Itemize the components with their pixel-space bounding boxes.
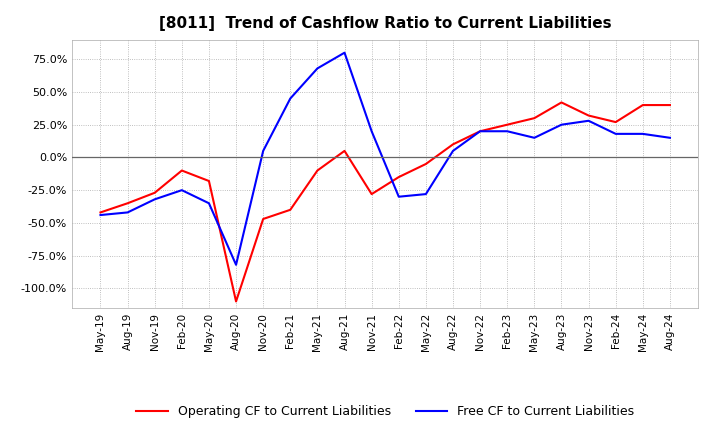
Operating CF to Current Liabilities [530, 116, 539, 121]
Free CF to Current Liabilities [259, 148, 268, 154]
Free CF to Current Liabilities [476, 128, 485, 134]
Operating CF to Current Liabilities [123, 201, 132, 206]
Operating CF to Current Liabilities [204, 178, 213, 183]
Operating CF to Current Liabilities [611, 119, 620, 125]
Operating CF to Current Liabilities [476, 128, 485, 134]
Free CF to Current Liabilities [503, 128, 511, 134]
Operating CF to Current Liabilities [313, 168, 322, 173]
Operating CF to Current Liabilities [232, 299, 240, 304]
Operating CF to Current Liabilities [557, 100, 566, 105]
Operating CF to Current Liabilities [503, 122, 511, 127]
Legend: Operating CF to Current Liabilities, Free CF to Current Liabilities: Operating CF to Current Liabilities, Fre… [131, 400, 639, 423]
Free CF to Current Liabilities [123, 210, 132, 215]
Free CF to Current Liabilities [313, 66, 322, 71]
Free CF to Current Liabilities [611, 131, 620, 136]
Free CF to Current Liabilities [96, 213, 105, 218]
Free CF to Current Liabilities [150, 197, 159, 202]
Free CF to Current Liabilities [286, 96, 294, 101]
Free CF to Current Liabilities [232, 262, 240, 268]
Operating CF to Current Liabilities [367, 191, 376, 197]
Operating CF to Current Liabilities [286, 207, 294, 213]
Title: [8011]  Trend of Cashflow Ratio to Current Liabilities: [8011] Trend of Cashflow Ratio to Curren… [159, 16, 611, 32]
Free CF to Current Liabilities [178, 187, 186, 193]
Operating CF to Current Liabilities [395, 174, 403, 180]
Free CF to Current Liabilities [204, 201, 213, 206]
Free CF to Current Liabilities [665, 135, 674, 140]
Operating CF to Current Liabilities [178, 168, 186, 173]
Operating CF to Current Liabilities [259, 216, 268, 222]
Operating CF to Current Liabilities [96, 210, 105, 215]
Free CF to Current Liabilities [421, 191, 430, 197]
Free CF to Current Liabilities [341, 50, 349, 55]
Operating CF to Current Liabilities [639, 103, 647, 108]
Free CF to Current Liabilities [557, 122, 566, 127]
Operating CF to Current Liabilities [584, 113, 593, 118]
Operating CF to Current Liabilities [150, 190, 159, 195]
Free CF to Current Liabilities [584, 118, 593, 123]
Operating CF to Current Liabilities [665, 103, 674, 108]
Operating CF to Current Liabilities [341, 148, 349, 154]
Free CF to Current Liabilities [530, 135, 539, 140]
Line: Operating CF to Current Liabilities: Operating CF to Current Liabilities [101, 103, 670, 301]
Free CF to Current Liabilities [395, 194, 403, 199]
Free CF to Current Liabilities [449, 148, 457, 154]
Free CF to Current Liabilities [367, 128, 376, 134]
Operating CF to Current Liabilities [421, 161, 430, 167]
Free CF to Current Liabilities [639, 131, 647, 136]
Operating CF to Current Liabilities [449, 142, 457, 147]
Line: Free CF to Current Liabilities: Free CF to Current Liabilities [101, 53, 670, 265]
